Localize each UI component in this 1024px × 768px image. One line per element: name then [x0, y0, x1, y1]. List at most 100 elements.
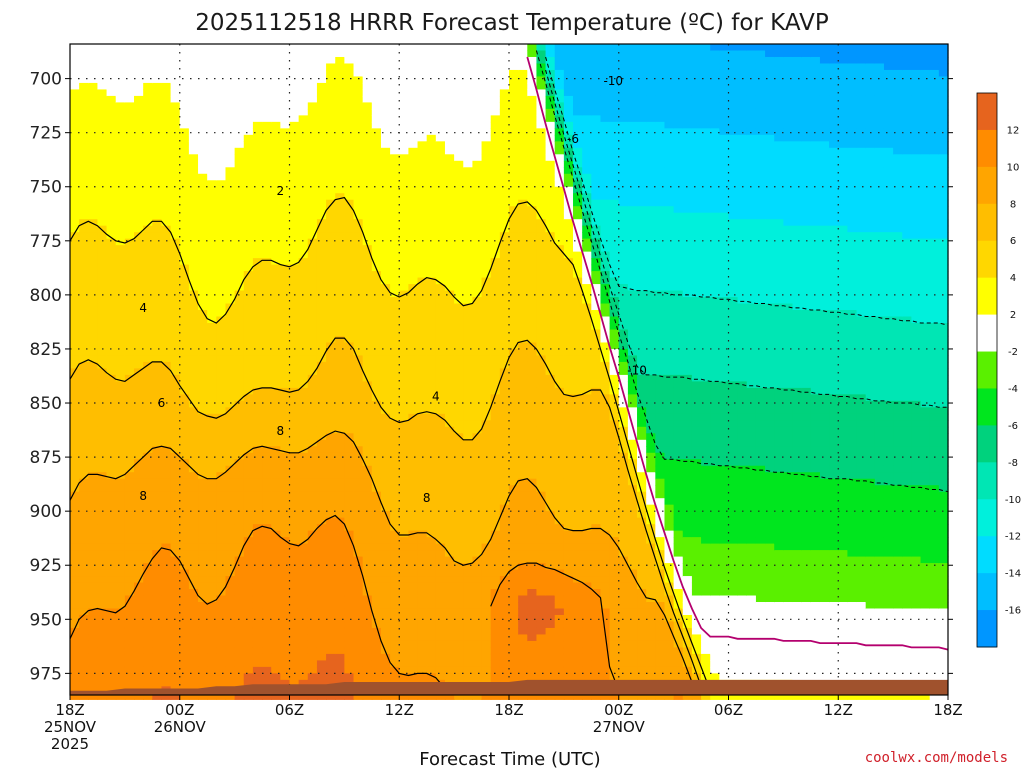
field-cell — [417, 478, 428, 486]
field-cell — [316, 517, 327, 525]
field-cell — [463, 465, 474, 473]
field-cell — [243, 511, 254, 519]
field-cell — [225, 569, 236, 577]
field-cell — [435, 225, 446, 233]
field-cell — [115, 361, 126, 370]
field-cell — [326, 420, 336, 428]
field-cell — [134, 660, 144, 668]
field-cell — [454, 199, 464, 207]
field-cell — [152, 69, 163, 78]
field-cell — [234, 569, 245, 577]
field-cell — [88, 361, 99, 370]
field-cell — [216, 660, 227, 668]
field-cell — [307, 193, 318, 201]
field-cell — [307, 478, 318, 486]
field-cell — [289, 550, 300, 558]
field-cell — [143, 251, 153, 259]
field-cell — [289, 342, 300, 350]
field-cell — [490, 621, 501, 629]
field-cell — [243, 95, 254, 103]
field-cell — [207, 692, 217, 700]
field-cell — [134, 381, 144, 389]
field-cell — [362, 258, 373, 266]
field-cell — [490, 485, 501, 493]
field-cell — [353, 63, 364, 71]
field-cell — [161, 452, 172, 460]
field-cell — [490, 290, 501, 298]
field-cell — [88, 63, 99, 71]
field-cell — [143, 69, 153, 78]
field-cell — [88, 576, 99, 584]
field-cell — [417, 193, 428, 201]
field-cell — [444, 426, 455, 434]
field-cell — [143, 459, 153, 467]
field-cell — [161, 56, 172, 65]
field-cell — [417, 589, 428, 597]
field-cell — [170, 95, 181, 103]
field-cell — [509, 614, 519, 623]
field-cell — [115, 147, 126, 155]
field-cell — [335, 387, 345, 395]
field-cell — [280, 666, 291, 674]
field-cell — [426, 439, 437, 447]
field-cell — [225, 478, 236, 486]
field-cell — [106, 485, 117, 493]
field-cell — [490, 245, 501, 253]
field-cell — [509, 258, 519, 266]
field-cell — [79, 634, 89, 642]
field-cell — [188, 225, 199, 233]
field-cell — [390, 290, 400, 298]
field-cell — [179, 679, 190, 687]
field-cell — [161, 420, 172, 428]
field-cell — [97, 245, 108, 253]
field-cell — [518, 271, 528, 279]
field-cell — [390, 141, 400, 149]
field-cell — [326, 621, 336, 629]
field-cell — [70, 95, 80, 103]
field-cell — [115, 277, 126, 285]
field-cell — [188, 374, 199, 382]
field-cell — [234, 576, 245, 584]
field-cell — [316, 251, 327, 259]
field-cell — [335, 576, 345, 584]
field-cell — [499, 491, 510, 499]
field-cell — [134, 679, 144, 687]
field-cell — [380, 465, 391, 473]
field-cell — [271, 316, 281, 324]
field-cell — [262, 472, 272, 480]
field-cell — [463, 245, 474, 253]
field-cell — [335, 147, 345, 155]
field-cell — [390, 530, 400, 538]
field-cell — [124, 478, 135, 486]
field-cell — [143, 465, 153, 473]
field-cell — [207, 108, 217, 116]
field-cell — [161, 173, 172, 181]
field-cell — [198, 115, 208, 123]
field-cell — [188, 660, 199, 668]
field-cell — [298, 407, 309, 415]
field-cell — [225, 692, 236, 700]
field-cell — [234, 160, 245, 168]
field-cell — [70, 692, 80, 700]
field-cell — [143, 394, 153, 402]
field-cell — [499, 121, 510, 129]
field-cell — [463, 277, 474, 285]
field-cell — [390, 653, 400, 661]
field-cell — [371, 193, 382, 201]
field-cell — [170, 219, 181, 227]
field-cell — [289, 407, 300, 415]
field-cell — [463, 608, 474, 616]
field-cell — [463, 297, 474, 305]
field-cell — [161, 335, 172, 344]
field-cell — [326, 297, 336, 305]
field-cell — [444, 290, 455, 298]
field-cell — [225, 121, 236, 129]
field-cell — [353, 323, 364, 331]
field-cell — [481, 569, 492, 577]
field-cell — [188, 56, 199, 65]
field-cell — [70, 219, 80, 227]
field-cell — [170, 666, 181, 674]
field-cell — [225, 400, 236, 408]
field-cell — [490, 491, 501, 499]
field-cell — [234, 258, 245, 266]
